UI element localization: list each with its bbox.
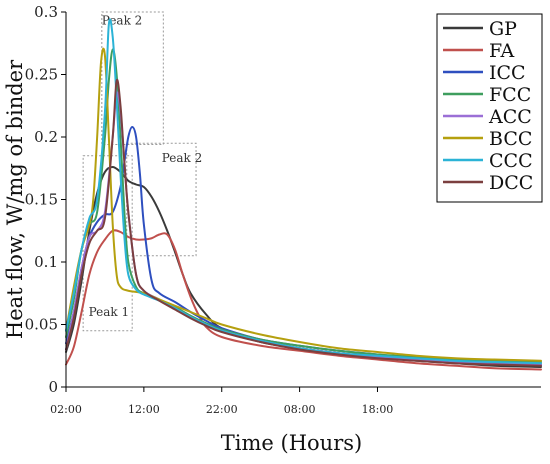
x-axis-title: Time (Hours) (221, 431, 362, 455)
y-tick-label: 0.2 (34, 128, 58, 146)
legend-box (436, 13, 543, 203)
series-line-fa (65, 229, 542, 371)
y-tick-label: 0.25 (25, 66, 58, 84)
annotation-label: Peak 2 (162, 151, 203, 165)
y-axis-title: Heat flow, W/mg of binder (3, 59, 27, 339)
series-layer (65, 18, 542, 371)
legend-label-fcc: FCC (489, 84, 531, 106)
legend-label-ccc: CCC (489, 150, 533, 172)
series-line-ccc (65, 18, 542, 365)
x-tick-label: 22:00 (206, 403, 238, 416)
x-tick-label: 18:00 (362, 403, 394, 416)
y-tick-label: 0.1 (34, 253, 58, 271)
legend-label-fa: FA (489, 40, 515, 62)
y-tick-label: 0.3 (34, 3, 58, 21)
y-tick-label: 0.05 (25, 316, 58, 334)
annotation-label: Peak 1 (89, 305, 130, 319)
x-ticks: 02:00 12:00 22:00 08:00 18:00 (50, 387, 393, 416)
axes-layer: 02:00 12:00 22:00 08:00 18:00 0 0.05 0.1 0.15 0.… (25, 3, 541, 416)
x-tick-label: 08:00 (284, 403, 316, 416)
series-line-dcc (65, 78, 542, 367)
annotation-box (126, 142, 197, 257)
legend-label-acc: ACC (488, 106, 532, 128)
legend-label-dcc: DCC (489, 172, 533, 194)
annotation-box (101, 11, 164, 145)
legend-label-bcc: BCC (489, 128, 532, 150)
legend-label-icc: ICC (489, 62, 526, 84)
y-tick-label: 0 (48, 378, 58, 396)
x-tick-label: 12:00 (128, 403, 160, 416)
legend-label-gp: GP (489, 18, 517, 40)
y-ticks: 0 0.05 0.1 0.15 0.2 0.25 0.3 (25, 3, 66, 396)
y-tick-label: 0.15 (25, 191, 58, 209)
x-tick-label: 02:00 (50, 403, 82, 416)
